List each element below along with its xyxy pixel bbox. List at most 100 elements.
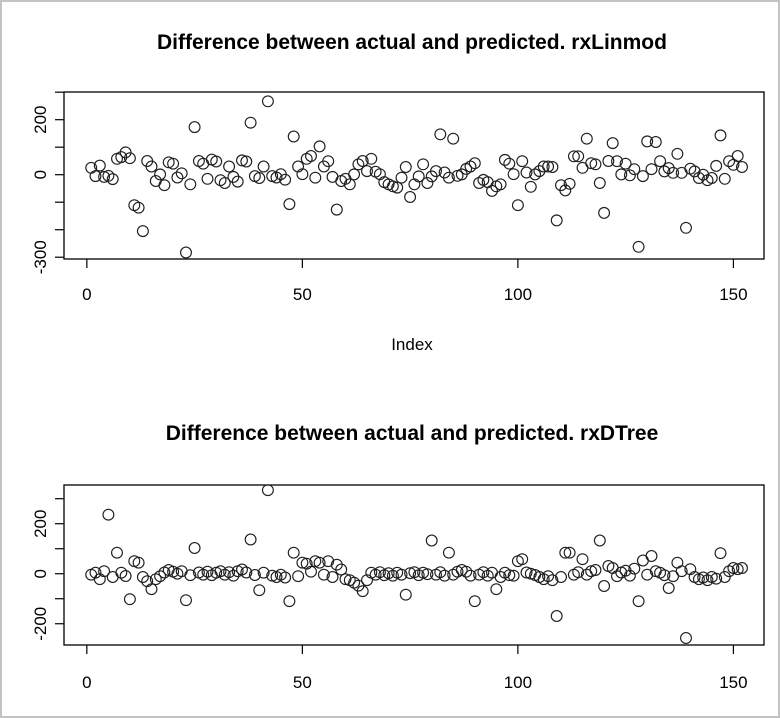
data-point <box>270 171 283 184</box>
data-point <box>145 160 158 173</box>
data-point <box>343 178 356 191</box>
data-point <box>421 177 434 189</box>
data-point <box>447 132 460 145</box>
data-point <box>261 95 274 108</box>
data-point <box>305 150 317 162</box>
data-point <box>102 169 115 182</box>
data-point <box>477 566 490 579</box>
data-point <box>399 161 412 173</box>
data-point <box>356 155 369 167</box>
data-point <box>503 569 516 582</box>
data-point <box>736 562 748 574</box>
data-point <box>296 168 309 181</box>
data-point <box>615 168 628 181</box>
data-point <box>692 172 705 184</box>
data-point <box>464 569 477 582</box>
data-point <box>611 155 623 168</box>
data-point <box>399 588 412 601</box>
data-point <box>244 533 257 546</box>
data-point <box>180 246 192 259</box>
data-point <box>723 565 736 578</box>
data-point <box>550 610 563 622</box>
data-point <box>542 570 555 583</box>
data-point <box>464 160 477 173</box>
data-point <box>662 582 675 594</box>
data-point <box>257 160 270 173</box>
data-point <box>434 128 447 141</box>
data-point <box>559 184 572 197</box>
data-point <box>391 181 404 194</box>
data-point <box>339 573 352 586</box>
data-point <box>227 170 240 183</box>
x-tick-label: 150 <box>719 673 747 692</box>
x-tick-label: 50 <box>293 285 312 304</box>
data-point <box>442 171 455 184</box>
data-point <box>714 129 727 142</box>
data-point <box>705 172 718 184</box>
data-point <box>330 203 343 216</box>
data-point <box>572 566 585 579</box>
data-point <box>460 565 473 578</box>
data-point <box>287 130 300 143</box>
data-point <box>253 172 266 184</box>
data-point <box>593 534 606 547</box>
data-point <box>671 147 684 160</box>
data-point <box>628 562 641 575</box>
data-point <box>563 546 576 559</box>
data-point <box>115 566 128 579</box>
data-point <box>636 170 649 183</box>
data-point <box>529 168 542 181</box>
data-point <box>658 165 671 178</box>
data-point <box>154 570 167 583</box>
data-point <box>430 165 442 178</box>
data-point <box>279 571 292 584</box>
data-point <box>710 572 723 585</box>
data-point <box>365 152 378 165</box>
data-point <box>421 568 434 581</box>
data-point <box>136 225 149 238</box>
x-tick-label: 0 <box>82 285 91 304</box>
data-point <box>184 178 197 191</box>
data-point <box>589 158 602 171</box>
data-point <box>361 574 373 587</box>
y-tick-label: 200 <box>31 510 50 538</box>
data-point <box>438 569 451 582</box>
x-tick-label: 150 <box>719 285 747 304</box>
data-point <box>123 152 136 165</box>
data-point <box>257 566 270 579</box>
data-point <box>688 165 701 178</box>
data-point <box>111 546 123 559</box>
data-point <box>710 159 723 172</box>
data-point <box>425 534 438 547</box>
y-tick-label: 0 <box>31 170 50 179</box>
data-point <box>580 132 593 145</box>
data-point <box>442 546 455 559</box>
data-point <box>654 155 667 168</box>
data-point <box>223 160 236 173</box>
data-point <box>261 484 274 497</box>
x-tick-label: 100 <box>504 673 532 692</box>
data-point <box>649 136 662 148</box>
plot-box <box>63 91 765 260</box>
data-point <box>671 556 684 569</box>
data-point <box>563 177 576 190</box>
data-point <box>723 155 736 168</box>
data-point <box>313 140 326 153</box>
x-tick-label: 100 <box>504 285 532 304</box>
data-point <box>167 157 180 170</box>
data-point <box>585 157 598 170</box>
data-point <box>326 571 339 583</box>
data-point <box>589 564 602 576</box>
data-point <box>240 566 253 579</box>
data-point <box>559 546 572 559</box>
data-point <box>106 173 119 186</box>
data-point <box>240 155 253 168</box>
data-point <box>171 171 184 184</box>
data-point <box>524 180 537 193</box>
data-point <box>89 170 102 183</box>
data-point <box>658 569 671 582</box>
plot-box <box>63 484 765 646</box>
y-tick-label: -200 <box>31 607 50 641</box>
data-point <box>520 166 533 179</box>
data-point <box>412 170 425 183</box>
